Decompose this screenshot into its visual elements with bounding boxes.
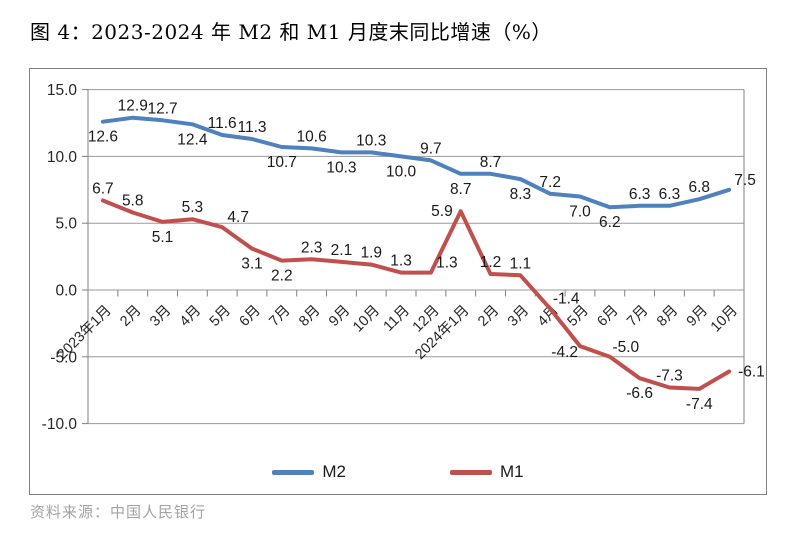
svg-text:1.3: 1.3: [390, 253, 412, 270]
svg-text:6月: 6月: [237, 303, 264, 330]
svg-text:7.2: 7.2: [539, 174, 561, 191]
svg-text:9月: 9月: [684, 303, 711, 330]
m1-line-swatch: [450, 469, 492, 475]
svg-text:-10.0: -10.0: [42, 416, 78, 433]
svg-text:5.0: 5.0: [55, 216, 77, 233]
svg-text:7月: 7月: [624, 303, 651, 330]
svg-text:10.0: 10.0: [386, 163, 417, 180]
chart-container: 15.0 10.0 5.0 0.0 -5.0 -10.0 2023年1月 2月 3月 4月 5月 6月…: [29, 68, 767, 495]
y-axis-tick-labels: 15.0 10.0 5.0 0.0 -5.0 -10.0: [42, 82, 78, 433]
svg-text:4月: 4月: [177, 303, 204, 330]
svg-text:10.7: 10.7: [267, 154, 297, 171]
m2-line-swatch: [272, 469, 315, 475]
svg-text:1.2: 1.2: [480, 254, 502, 271]
svg-text:-7.3: -7.3: [656, 368, 683, 385]
series-m1-line: [100, 198, 732, 391]
svg-text:11月: 11月: [381, 303, 413, 335]
svg-text:10月: 10月: [350, 303, 383, 336]
svg-text:12.6: 12.6: [88, 129, 118, 146]
svg-text:-5.0: -5.0: [50, 349, 77, 366]
svg-text:2月: 2月: [475, 303, 502, 330]
svg-text:5.3: 5.3: [182, 199, 204, 216]
svg-text:-1.4: -1.4: [553, 291, 580, 308]
svg-text:2.2: 2.2: [271, 268, 293, 285]
svg-text:6.8: 6.8: [688, 179, 710, 196]
svg-text:-6.6: -6.6: [626, 385, 653, 402]
svg-text:1.9: 1.9: [360, 245, 382, 262]
svg-text:8月: 8月: [296, 303, 323, 330]
svg-text:-5.0: -5.0: [612, 339, 639, 356]
svg-text:9.7: 9.7: [420, 140, 442, 157]
svg-text:6.3: 6.3: [659, 186, 681, 203]
legend-item-m2: M2: [272, 462, 346, 482]
svg-text:10.3: 10.3: [326, 159, 356, 176]
svg-text:10.0: 10.0: [47, 149, 78, 166]
svg-text:6.3: 6.3: [629, 186, 651, 203]
svg-text:3月: 3月: [147, 303, 174, 330]
svg-text:3.1: 3.1: [241, 256, 263, 273]
svg-text:2023年1月: 2023年1月: [54, 302, 115, 363]
svg-text:11.3: 11.3: [237, 119, 266, 136]
svg-text:1.3: 1.3: [436, 255, 458, 272]
source-note: 资料来源：中国人民银行: [30, 503, 207, 521]
svg-text:10.3: 10.3: [356, 132, 386, 149]
svg-text:12.9: 12.9: [118, 98, 148, 115]
svg-text:8.7: 8.7: [450, 181, 472, 198]
svg-text:-7.4: -7.4: [686, 396, 713, 413]
legend-label-m1: M1: [500, 462, 524, 481]
series-m2-line: [100, 115, 732, 210]
svg-text:5.8: 5.8: [122, 193, 144, 210]
svg-text:-4.2: -4.2: [551, 344, 578, 361]
svg-text:12.4: 12.4: [177, 131, 208, 148]
svg-text:4.7: 4.7: [227, 209, 249, 226]
chart-legend: M2 M1: [30, 462, 766, 482]
svg-text:5月: 5月: [207, 303, 234, 330]
svg-text:15.0: 15.0: [47, 82, 78, 99]
svg-text:0.0: 0.0: [55, 283, 77, 300]
svg-text:1.1: 1.1: [510, 255, 532, 272]
svg-text:7月: 7月: [266, 303, 293, 330]
svg-text:3月: 3月: [505, 303, 532, 330]
series-m1-data-labels: 6.7 5.8 5.1 5.3 4.7 3.1 2.2 2.3 2.1 1.9 1.3 1.3 5.9 1…: [92, 180, 765, 412]
axis-lines: [87, 89, 745, 424]
svg-text:8.3: 8.3: [510, 186, 532, 203]
svg-text:5.1: 5.1: [152, 229, 174, 246]
svg-text:2.1: 2.1: [331, 242, 353, 259]
svg-text:10月: 10月: [708, 303, 741, 336]
svg-text:11.6: 11.6: [208, 115, 237, 132]
svg-text:8.7: 8.7: [480, 154, 502, 171]
chart-title: 图 4：2023-2024 年 M2 和 M1 月度末同比增速（%）: [30, 20, 552, 44]
svg-text:6.2: 6.2: [599, 214, 621, 231]
svg-text:9月: 9月: [326, 303, 353, 330]
legend-item-m1: M1: [450, 462, 524, 482]
svg-text:7.0: 7.0: [569, 203, 591, 220]
svg-text:7.5: 7.5: [734, 172, 756, 189]
svg-text:-6.1: -6.1: [738, 363, 765, 380]
svg-text:12.7: 12.7: [147, 100, 177, 117]
svg-text:6.7: 6.7: [92, 180, 114, 197]
legend-label-m2: M2: [322, 462, 346, 481]
svg-text:10.6: 10.6: [297, 128, 327, 145]
series-m2-data-labels: 12.612.9 12.712.411.6 11.3 10.710.6 10.310.3…: [88, 98, 756, 232]
svg-text:2月: 2月: [117, 303, 144, 330]
svg-text:2.3: 2.3: [301, 239, 323, 256]
svg-text:6月: 6月: [594, 303, 621, 330]
svg-text:8月: 8月: [654, 303, 681, 330]
svg-text:5.9: 5.9: [431, 203, 453, 220]
